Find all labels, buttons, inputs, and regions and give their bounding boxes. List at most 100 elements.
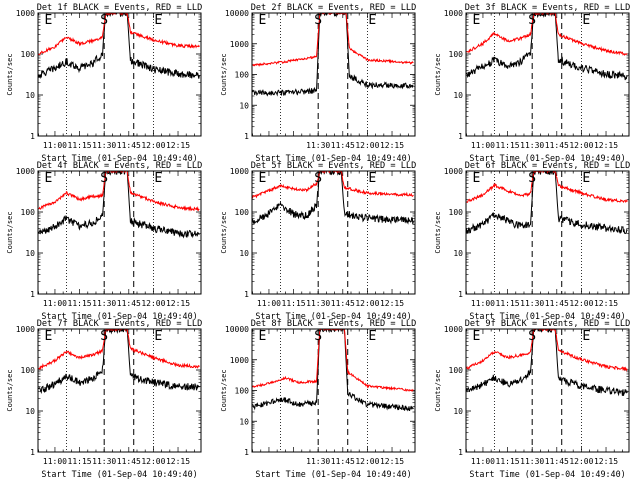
x-axis-label: Start Time (01-Sep-04 10:49:40) [255, 311, 411, 321]
chart-title: Det 4f BLACK = Events, RED = LLD [37, 161, 203, 171]
x-tick-label: 11:45 [545, 141, 569, 150]
x-tick-label: 12:00 [141, 141, 165, 150]
y-axis-label: Counts/sec [220, 211, 228, 253]
x-tick-label: 11:30 [306, 457, 330, 466]
x-tick-label: 11:15 [496, 299, 520, 308]
x-tick-label: 11:45 [331, 299, 355, 308]
y-tick-label: 10 [239, 417, 249, 426]
x-axis-label: Start Time (01-Sep-04 10:49:40) [469, 311, 625, 321]
x-tick-label: 11:45 [545, 299, 569, 308]
interval-marker-e: E [44, 13, 52, 28]
chart-title: Det 6f BLACK = Events, RED = LLD [465, 161, 631, 171]
y-tick-label: 100 [21, 50, 36, 59]
x-tick-label: 12:15 [166, 141, 190, 150]
y-tick-label: 1000 [444, 167, 463, 176]
y-tick-label: 1 [458, 290, 463, 299]
interval-marker-e: E [368, 13, 376, 28]
y-tick-label: 1000 [16, 9, 35, 18]
chart-panel-1: Det 1f BLACK = Events, RED = LLD Counts/s… [6, 3, 202, 163]
x-tick-label: 11:15 [282, 299, 306, 308]
series-line-events [38, 329, 200, 394]
y-tick-label: 100 [449, 366, 464, 375]
interval-marker-e: E [154, 13, 162, 28]
chart-title: Det 3f BLACK = Events, RED = LLD [465, 3, 631, 13]
series-group [38, 329, 200, 394]
series-line-events [252, 171, 414, 225]
y-tick-label: 1 [244, 448, 249, 457]
y-tick-label: 10 [25, 249, 35, 258]
x-tick-label: 11:15 [68, 141, 92, 150]
series-line-lld [38, 329, 200, 371]
series-group [252, 329, 414, 412]
chart-title: Det 1f BLACK = Events, RED = LLD [37, 3, 203, 13]
y-axis-label: Counts/sec [434, 211, 442, 253]
x-tick-label: 12:00 [141, 457, 165, 466]
x-tick-label: 11:30 [92, 299, 116, 308]
chart-title: Det 9f BLACK = Events, RED = LLD [465, 319, 631, 329]
x-tick-label: 11:00 [257, 299, 281, 308]
series-line-events [38, 171, 200, 239]
x-tick-label: 11:00 [43, 141, 67, 150]
x-tick-label: 12:00 [569, 141, 593, 150]
interval-marker-s: S [314, 329, 322, 344]
x-tick-label: 11:30 [306, 141, 330, 150]
y-tick-label: 10 [453, 407, 463, 416]
plot-frame [465, 328, 630, 453]
interval-marker-e: E [368, 171, 376, 186]
x-tick-label: 12:15 [166, 457, 190, 466]
interval-marker-s: S [100, 171, 108, 186]
x-tick-label: 11:45 [545, 457, 569, 466]
series-group [466, 13, 628, 81]
interval-marker-e: E [472, 329, 480, 344]
x-tick-label: 11:15 [68, 457, 92, 466]
series-line-events [38, 13, 200, 80]
interval-marker-e: E [154, 171, 162, 186]
y-axis-label: Counts/sec [220, 369, 228, 411]
x-tick-label: 12:15 [594, 299, 618, 308]
y-axis-label: Counts/sec [434, 369, 442, 411]
y-axis-label: Counts/sec [434, 53, 442, 95]
y-axis-label: Counts/sec [220, 53, 228, 95]
series-group [38, 171, 200, 239]
y-tick-label: 100 [235, 71, 250, 80]
x-axis-label: Start Time (01-Sep-04 10:49:40) [41, 153, 197, 163]
series-line-events [466, 13, 628, 81]
y-tick-label: 1000 [230, 40, 249, 49]
x-tick-label: 12:00 [569, 299, 593, 308]
y-tick-label: 1 [30, 132, 35, 141]
x-tick-label: 11:45 [117, 457, 141, 466]
chart-panel-7: Det 7f BLACK = Events, RED = LLD Counts/s… [6, 319, 202, 479]
y-tick-label: 100 [449, 50, 464, 59]
x-tick-label: 11:45 [331, 141, 355, 150]
y-tick-label: 10 [25, 91, 35, 100]
series-line-events [466, 171, 628, 235]
y-tick-label: 10000 [225, 9, 249, 18]
interval-marker-e: E [582, 13, 590, 28]
series-group [466, 171, 628, 235]
interval-marker-s: S [100, 13, 108, 28]
chart-panel-6: Det 6f BLACK = Events, RED = LLD Counts/s… [434, 161, 630, 321]
x-tick-label: 12:00 [141, 299, 165, 308]
x-tick-label: 11:00 [471, 457, 495, 466]
interval-marker-e: E [258, 329, 266, 344]
x-tick-label: 11:30 [520, 141, 544, 150]
chart-panel-3: Det 3f BLACK = Events, RED = LLD Counts/s… [434, 3, 630, 163]
y-tick-label: 10 [239, 101, 249, 110]
plot-frame [37, 170, 202, 295]
series-line-lld [252, 171, 414, 199]
interval-marker-s: S [528, 329, 536, 344]
x-axis-label: Start Time (01-Sep-04 10:49:40) [41, 311, 197, 321]
y-axis-label: Counts/sec [6, 369, 14, 411]
plot-frame [37, 12, 202, 137]
y-tick-label: 10000 [225, 325, 249, 334]
y-tick-label: 10 [25, 407, 35, 416]
y-tick-label: 100 [449, 208, 464, 217]
x-axis-label: Start Time (01-Sep-04 10:49:40) [255, 153, 411, 163]
series-line-lld [38, 13, 200, 56]
interval-marker-e: E [258, 171, 266, 186]
interval-marker-e: E [582, 329, 590, 344]
y-tick-label: 1 [244, 132, 249, 141]
x-tick-label: 12:15 [594, 141, 618, 150]
x-tick-label: 12:00 [355, 457, 379, 466]
y-tick-label: 1 [30, 448, 35, 457]
